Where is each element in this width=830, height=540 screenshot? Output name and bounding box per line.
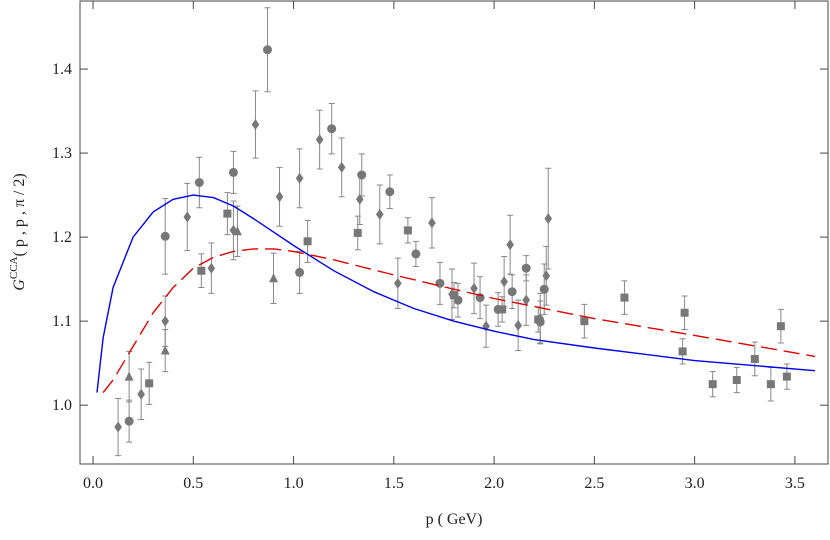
- marker: [534, 315, 543, 324]
- marker: [357, 170, 367, 180]
- marker: [353, 228, 362, 237]
- marker: [498, 305, 507, 314]
- marker: [315, 134, 324, 146]
- marker: [160, 231, 170, 241]
- marker: [521, 263, 531, 273]
- marker: [263, 45, 273, 55]
- marker: [539, 284, 549, 294]
- marker: [500, 276, 508, 288]
- marker: [470, 282, 478, 294]
- marker: [337, 161, 346, 173]
- marker: [223, 209, 232, 218]
- marker: [435, 278, 445, 288]
- marker: [161, 315, 170, 327]
- marker: [678, 347, 687, 356]
- marker: [269, 273, 279, 283]
- x-tick-label: 2.5: [584, 475, 604, 492]
- marker: [507, 287, 517, 297]
- marker: [580, 317, 589, 326]
- marker: [124, 371, 134, 381]
- marker: [183, 211, 192, 223]
- plot-frame: [79, 0, 829, 465]
- marker: [732, 375, 741, 384]
- marker: [385, 187, 395, 197]
- marker: [403, 226, 412, 235]
- marker: [295, 267, 305, 277]
- marker: [750, 354, 759, 363]
- x-axis-label: p ( GeV): [426, 511, 483, 528]
- y-tick-label: 1.2: [52, 229, 72, 246]
- marker: [514, 319, 522, 331]
- marker: [228, 167, 238, 177]
- marker: [303, 237, 312, 246]
- marker: [544, 213, 553, 225]
- marker: [428, 217, 436, 229]
- marker: [114, 421, 122, 433]
- marker: [708, 380, 717, 389]
- marker: [522, 294, 530, 306]
- marker: [620, 293, 629, 302]
- marker: [542, 270, 551, 282]
- marker: [506, 239, 514, 251]
- marker: [782, 372, 791, 381]
- marker: [160, 345, 170, 355]
- marker: [275, 191, 284, 203]
- marker: [394, 277, 402, 289]
- y-label-args: ( p , p , π / 2): [11, 173, 28, 256]
- y-label-base: G: [11, 279, 28, 291]
- marker: [411, 249, 421, 259]
- y-axis-label: GCCA( p , p , π / 2): [8, 173, 28, 290]
- y-tick-label: 1.3: [52, 145, 72, 162]
- marker: [145, 379, 154, 388]
- y-label-sup: CCA: [8, 256, 20, 279]
- y-tick-label: 1.0: [52, 397, 72, 414]
- x-tick-label: 2.0: [484, 475, 504, 492]
- x-tick-label: 1.0: [284, 475, 304, 492]
- marker: [766, 380, 775, 389]
- x-tick-label: 0.0: [83, 475, 103, 492]
- x-tick-label: 3.0: [685, 475, 705, 492]
- marker: [295, 172, 304, 184]
- y-tick-label: 1.1: [52, 313, 72, 330]
- marker: [194, 178, 204, 188]
- marker: [137, 388, 145, 400]
- marker: [232, 226, 242, 236]
- marker: [207, 262, 216, 274]
- marker: [776, 322, 785, 331]
- x-tick-label: 3.5: [785, 475, 805, 492]
- x-tick-label: 0.5: [183, 475, 203, 492]
- marker: [680, 308, 689, 317]
- marker: [450, 291, 458, 300]
- marker: [197, 266, 206, 275]
- x-tick-label: 1.5: [384, 475, 404, 492]
- marker: [355, 193, 364, 205]
- curve: [96, 194, 816, 393]
- y-tick-label: 1.4: [52, 61, 72, 78]
- marker: [251, 119, 260, 131]
- marker: [376, 208, 384, 220]
- marker: [327, 124, 337, 134]
- marker: [124, 416, 134, 426]
